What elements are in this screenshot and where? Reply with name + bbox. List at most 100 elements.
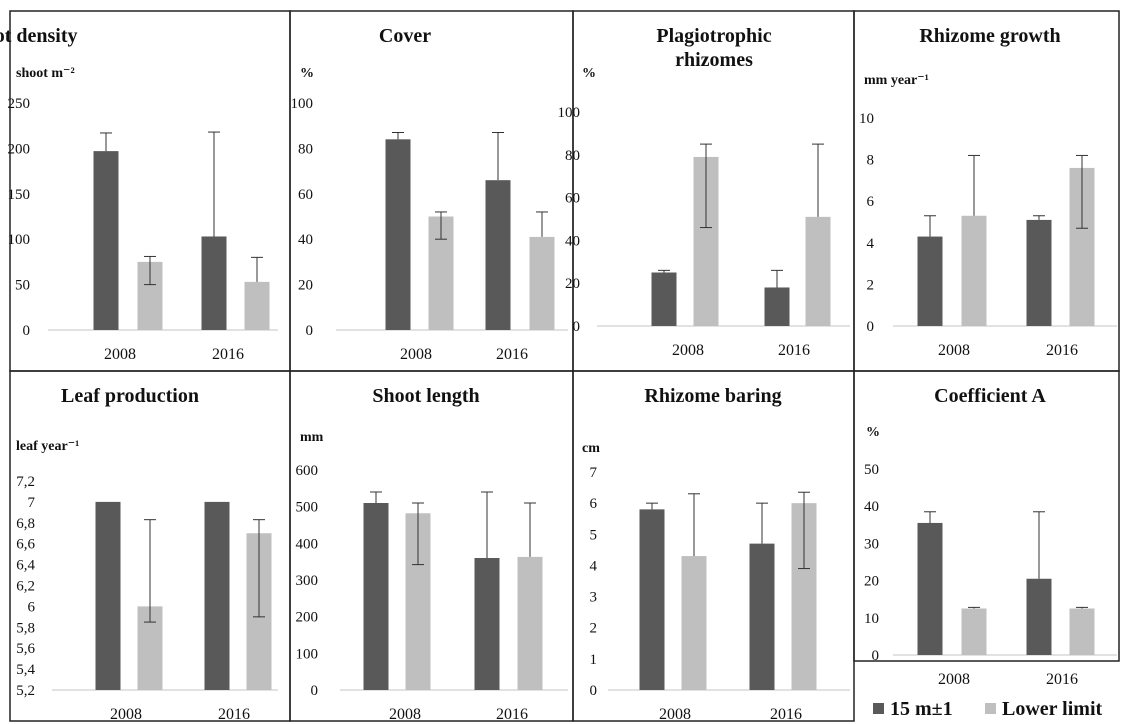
y-axis-label: mm year⁻¹	[864, 73, 929, 88]
x-tick-label: 2016	[496, 706, 528, 723]
y-tick-label: 1	[590, 652, 598, 668]
bar-15m-2008	[93, 151, 119, 330]
x-tick-label: 2016	[778, 342, 810, 359]
x-tick-label: 2008	[659, 706, 691, 723]
chart-panel-rhizome-growth: Rhizome growth mm year⁻¹ 0 2 4 6 8 10 2008 2016	[853, 10, 1120, 372]
y-axis-label: %	[866, 425, 880, 440]
y-tick-label: 10	[864, 611, 879, 627]
y-tick-label: 0	[573, 319, 581, 335]
y-tick-label: 300	[296, 573, 319, 589]
chart-panel-shoot-length: Shoot length mm 0 100 200 300 400 500 600 2008 201…	[289, 370, 574, 723]
y-tick-label: 400	[296, 536, 319, 552]
x-tick-label: 2008	[110, 706, 142, 723]
y-tick-label: 100	[291, 96, 314, 112]
y-axis-label: shoot m⁻²	[16, 66, 75, 81]
legend-swatch-lower-limit	[985, 703, 996, 714]
y-tick-label: 6,6	[16, 537, 35, 553]
y-tick-label: 5,6	[16, 641, 35, 657]
chart-title: Rhizome growth	[919, 25, 1060, 47]
y-tick-label: 20	[565, 276, 580, 292]
chart-panel-coefficient-a: Coefficient A% 0 10 20 30 40 50 2008 2016	[853, 370, 1120, 688]
x-tick-label: 2008	[938, 671, 970, 688]
y-tick-label: 6,8	[16, 516, 35, 532]
x-tick-label: 2016	[218, 706, 250, 723]
legend-label-lower-limit: Lower limit	[1002, 698, 1103, 720]
bar-15m-2016	[1026, 578, 1052, 655]
y-tick-label: 5,2	[16, 683, 35, 699]
y-tick-label: 40	[864, 499, 879, 515]
chart-panel-shoot-density: Shoot density shoot m⁻² 0 50 100 150 200 250 200…	[0, 10, 291, 372]
y-tick-label: 10	[859, 111, 874, 127]
bar-15m-2016	[764, 287, 790, 326]
y-tick-label: 5,8	[16, 620, 35, 636]
x-tick-label: 2008	[672, 342, 704, 359]
y-axis-label: leaf year⁻¹	[16, 439, 79, 454]
y-tick-label: 0	[872, 648, 880, 664]
y-tick-label: 0	[867, 319, 875, 335]
x-tick-label: 2008	[389, 706, 421, 723]
y-tick-label: 150	[8, 187, 31, 203]
y-tick-label: 5,4	[16, 662, 35, 678]
y-tick-label: 600	[296, 463, 319, 479]
bar-lower-limit-2008	[681, 556, 707, 690]
y-tick-label: 50	[864, 462, 879, 478]
y-tick-label: 40	[565, 233, 580, 249]
legend-swatch-15m	[873, 703, 884, 714]
y-tick-label: 60	[565, 191, 580, 207]
x-tick-label: 2016	[496, 346, 528, 363]
bar-15m-2016	[474, 558, 500, 690]
bar-15m-2016	[201, 236, 227, 330]
chart-title: Cover	[379, 25, 431, 47]
y-tick-label: 60	[298, 187, 313, 203]
y-tick-label: 0	[306, 323, 314, 339]
y-tick-label: 6,2	[16, 579, 35, 595]
chart-title: Rhizome baring	[644, 385, 781, 407]
chart-title: Shoot density	[0, 25, 78, 47]
chart-title: Leaf production	[61, 385, 199, 407]
x-tick-label: 2016	[1046, 671, 1078, 688]
y-tick-label: 7	[28, 495, 36, 511]
chart-panel-plagiotrophic-rhizomes: Plagiotrophic rhizomes% 0 20 40 60 80 100 2008 20…	[558, 10, 855, 372]
y-tick-label: 6,4	[16, 558, 35, 574]
bar-15m-2008	[363, 503, 389, 690]
chart-title: Shoot length	[372, 385, 479, 407]
bar-15m-2008	[651, 272, 677, 326]
x-tick-label: 2016	[1046, 342, 1078, 359]
y-tick-label: 6	[867, 194, 875, 210]
y-tick-label: 2	[590, 621, 598, 637]
x-tick-label: 2016	[212, 346, 244, 363]
y-tick-label: 4	[867, 236, 875, 252]
y-axis-label: mm	[300, 430, 324, 445]
x-tick-label: 2008	[938, 342, 970, 359]
y-tick-label: 80	[565, 148, 580, 164]
legend-label-15m: 15 m±1	[890, 698, 953, 720]
y-tick-label: 5	[590, 527, 598, 543]
bar-lower-limit-2008	[961, 215, 987, 326]
x-tick-label: 2016	[770, 706, 802, 723]
y-tick-label: 7,2	[16, 474, 35, 490]
bar-lower-limit-2016	[517, 556, 543, 690]
chart-panel-rhizome-baring: Rhizome baring cm 0 1 2 3 4 5 6 7 2008 2016	[572, 370, 855, 723]
y-tick-label: 0	[23, 323, 31, 339]
bar-15m-2008	[385, 139, 411, 330]
x-tick-label: 2008	[400, 346, 432, 363]
y-axis-label: cm	[582, 441, 600, 456]
bar-15m-2008	[95, 501, 121, 690]
y-tick-label: 500	[296, 500, 319, 516]
y-tick-label: 200	[296, 610, 319, 626]
y-tick-label: 6	[590, 496, 598, 512]
y-tick-label: 4	[590, 558, 598, 574]
y-tick-label: 30	[864, 536, 879, 552]
x-tick-label: 2008	[104, 346, 136, 363]
y-tick-label: 2	[867, 277, 875, 293]
chart-panel-leaf-production: Leaf production leaf year⁻¹ 5,2 5,4 5,6 5,8 6 6…	[9, 370, 291, 723]
y-tick-label: 3	[590, 590, 598, 606]
y-tick-label: 100	[296, 646, 319, 662]
y-tick-label: 50	[15, 278, 30, 294]
chart-legend: 15 m±1 Lower limit	[873, 698, 1103, 720]
chart-panel-cover: Cover% 0 20 40 60 80 100 2008 2016	[289, 10, 574, 372]
bar-15m-2008	[917, 236, 943, 326]
chart-title: Plagiotrophic rhizomes	[656, 25, 771, 71]
y-tick-label: 40	[298, 232, 313, 248]
y-tick-label: 6	[28, 599, 36, 615]
